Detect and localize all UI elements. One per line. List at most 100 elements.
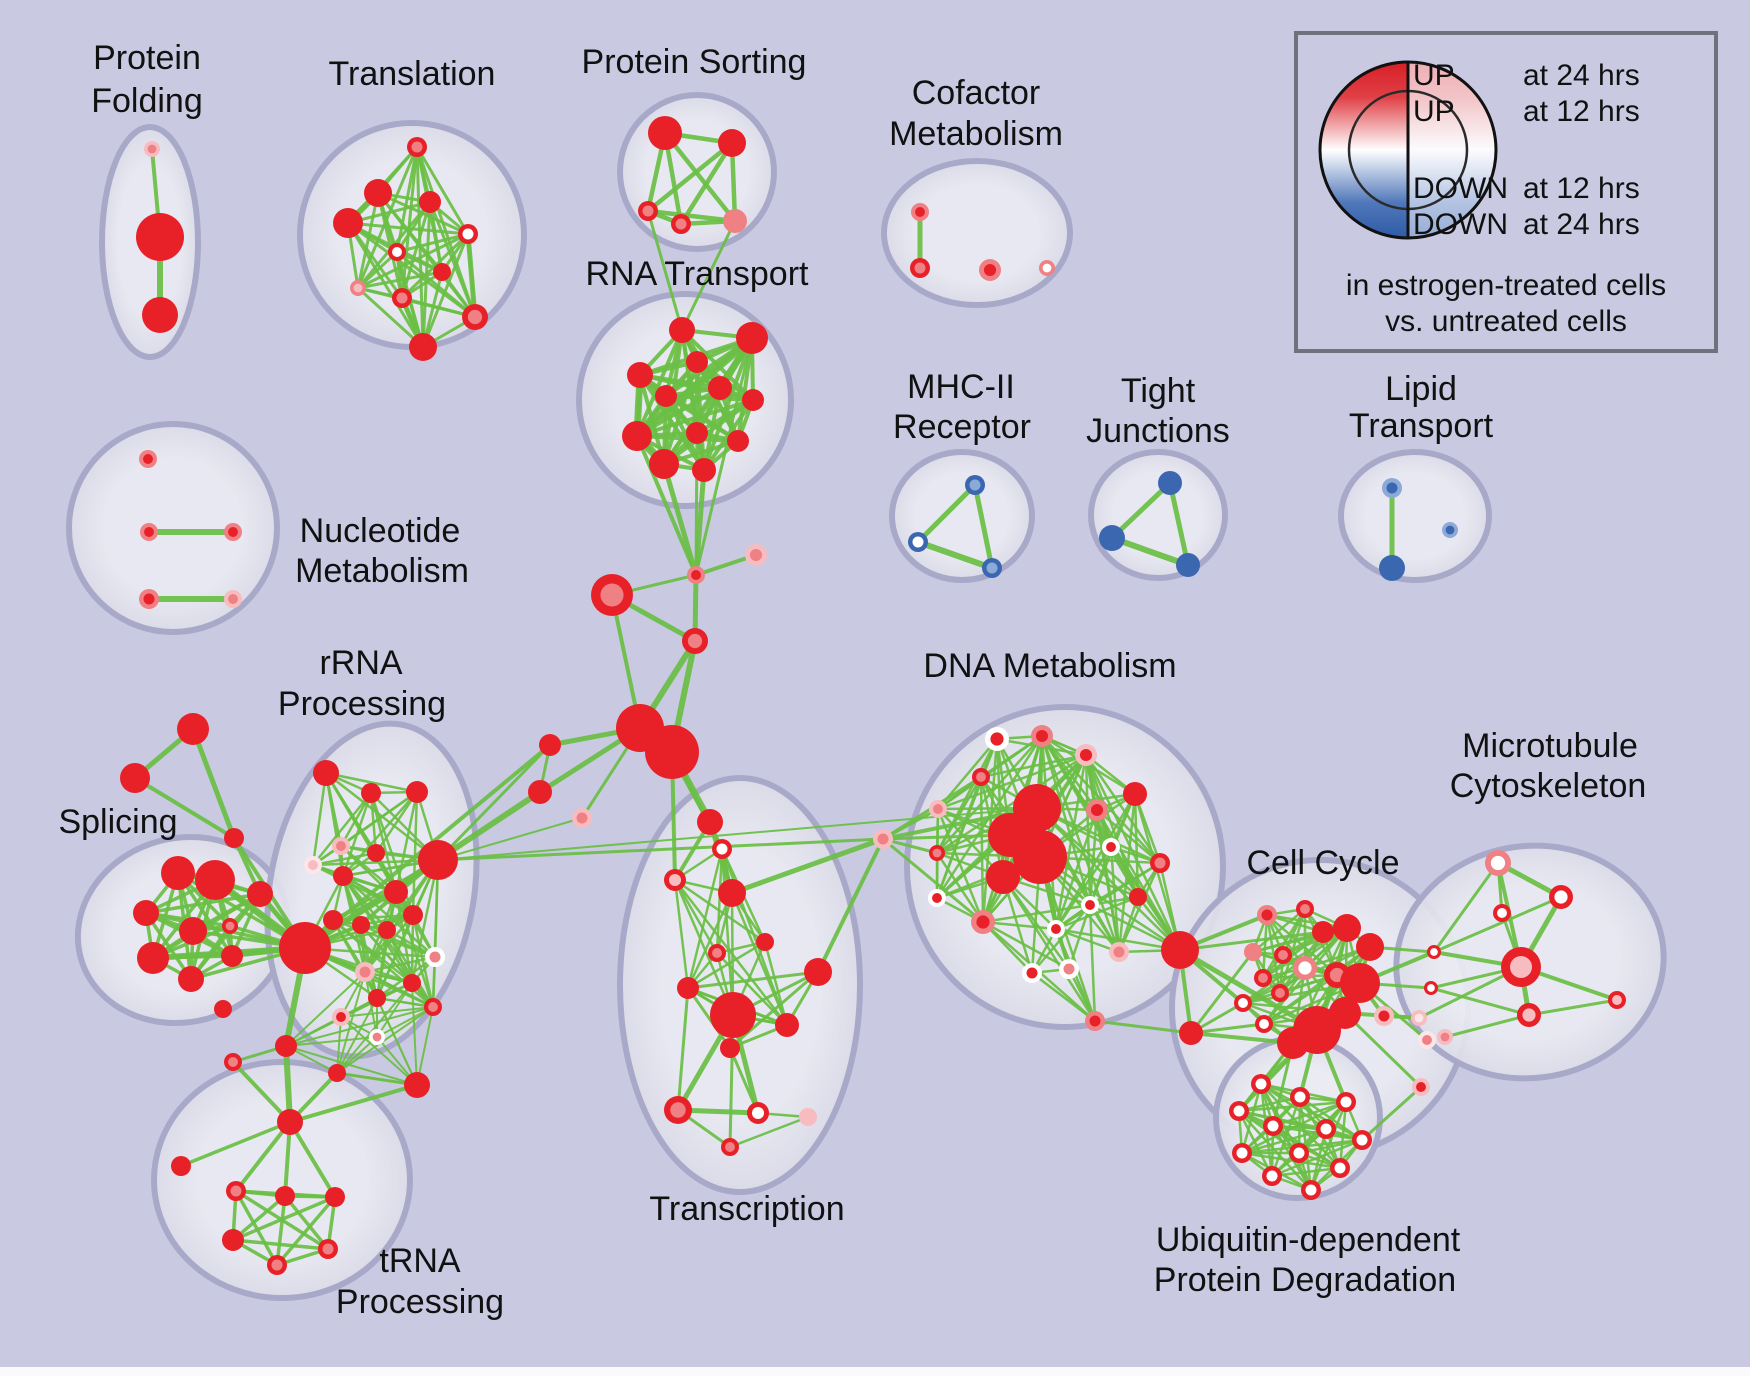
legend-caption-0: in estrogen-treated cells [1346,269,1666,302]
node-ring-R2 [361,783,381,803]
network-edge [356,145,419,290]
network-node [458,224,478,244]
network-node [720,1038,740,1058]
node-ring-RT11 [649,449,679,479]
node-core-U8 [1236,1147,1248,1159]
cluster-label-tight-junctions-1: Junctions [1086,412,1230,450]
network-edge [1084,753,1162,865]
cluster-label-tight-junctions-0: Tight [1121,372,1196,410]
node-ring-SC1 [539,734,561,756]
node-core-MH1 [969,479,981,491]
node-core-C4 [687,633,703,649]
network-node [224,828,244,848]
network-edge [1251,907,1307,954]
network-node [403,974,421,992]
network-node [313,760,339,786]
network-node [972,768,990,786]
node-ring-R1 [313,760,339,786]
network-edge [376,982,413,1038]
network-node [1289,1143,1309,1163]
node-core-D13 [1106,842,1116,852]
node-core-D5 [933,804,943,814]
node-ring-TJ3 [1176,553,1200,577]
network-node [1099,525,1125,551]
network-edge [676,986,690,1112]
node-core-X13 [751,1106,765,1120]
network-node [350,280,366,296]
network-edge [363,913,415,974]
node-ring-SP2 [195,860,235,900]
network-edge [1054,895,1140,931]
node-ring-R16 [403,974,421,992]
node-ring-R9 [418,840,458,880]
node-ring-X4 [718,879,746,907]
network-node [1013,830,1067,884]
node-ring-T2 [364,179,392,207]
node-ring-CC5 [1356,933,1384,961]
node-ring-CC10 [1340,963,1380,1003]
legend-row-value-2: at 12 hrs [1523,172,1640,205]
network-edge [234,1189,279,1267]
network-edge [645,208,738,224]
network-edge [1001,875,1097,1023]
network-edge [1429,986,1531,1017]
node-core-CC12 [1275,988,1285,998]
network-node [140,523,158,541]
legend-node-glyph [1318,60,1498,240]
network-node [1340,963,1380,1003]
legend-row-key-0: UP [1413,59,1455,92]
network-edge [736,336,754,443]
network-edge [720,847,735,1017]
network-node [139,589,159,609]
network-node [1234,994,1252,1012]
network-edge [311,791,373,867]
node-ring-CC0 [1179,1021,1203,1045]
network-edge [1117,861,1162,954]
network-edge [436,837,885,862]
node-core-CM1 [915,207,925,217]
node-core-D19 [1051,924,1061,934]
node-core-SP9 [225,921,235,931]
network-edge [1088,845,1113,907]
node-core-X15 [725,1142,735,1152]
node-core-T10 [467,309,483,325]
network-node [318,1239,338,1259]
legend-caption-1: vs. untreated cells [1385,305,1627,338]
node-ring-TB [120,763,150,793]
network-edge [283,1194,330,1251]
network-node [1102,838,1120,856]
network-node [139,450,157,468]
node-core-D18 [1085,900,1095,910]
node-ring-R8 [384,880,408,904]
network-node [352,916,370,934]
network-node [1232,1143,1252,1163]
network-edge [662,130,738,224]
node-ring-CC3 [1312,921,1334,943]
network-edge [1237,1100,1348,1113]
node-core-T5 [462,228,474,240]
node-core-R5 [308,860,318,870]
network-edge [346,221,470,236]
node-ring-CC16 [1277,1027,1309,1059]
network-node [178,966,204,992]
legend-row-key-2: DOWN [1413,172,1508,205]
node-ring-SP1 [161,856,195,890]
node-core-D17 [976,915,990,929]
network-edge [324,771,419,794]
network-edge [1527,998,1619,1017]
node-ring-LP2 [1379,555,1405,581]
network-node [224,523,242,541]
network-node [1330,1158,1350,1178]
cluster-label-lipid-transport-1: Transport [1349,407,1494,445]
network-edge [288,1120,337,1199]
network-edge [179,1120,292,1168]
network-node [742,389,764,411]
network-edge [646,209,684,332]
network-node [929,800,947,818]
network-edge [1189,950,1255,1035]
network-edge [981,920,1058,931]
network-node [627,362,653,388]
network-edge [673,878,789,1027]
network-node [361,783,381,803]
node-ring-TJ2 [1099,525,1125,551]
